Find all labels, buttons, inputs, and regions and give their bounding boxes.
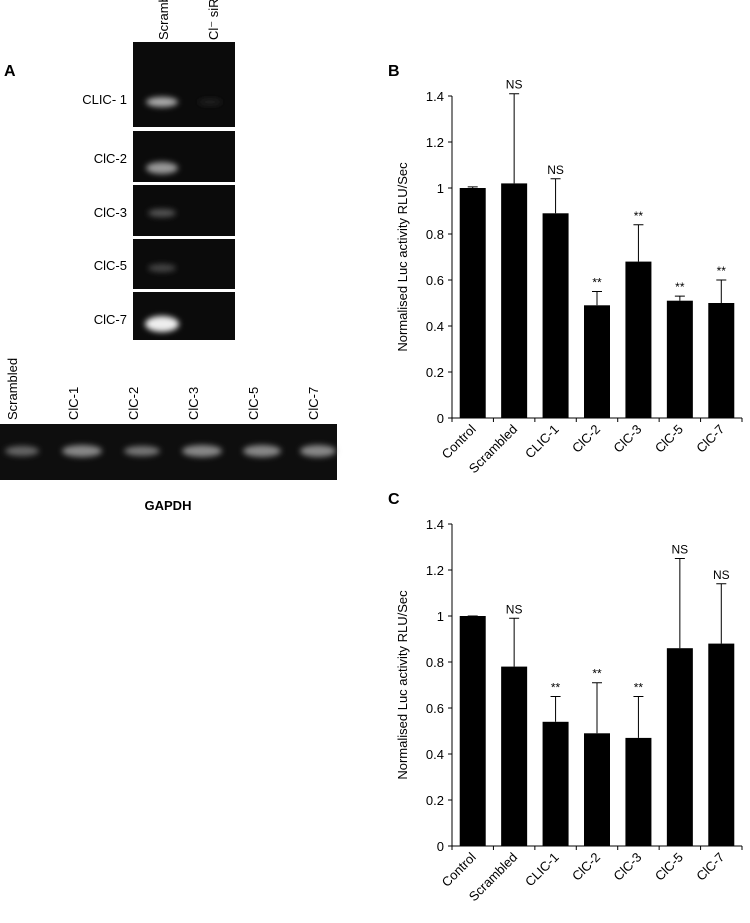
y-tick-label: 0.2 bbox=[426, 365, 444, 380]
x-tick-label: ClC-3 bbox=[610, 850, 644, 884]
error-bar bbox=[592, 682, 602, 734]
y-tick-label: 1.2 bbox=[426, 135, 444, 150]
bar bbox=[584, 305, 610, 418]
bar bbox=[708, 303, 735, 418]
error-bar bbox=[633, 696, 644, 738]
significance-label: ** bbox=[634, 681, 644, 695]
row-label: ClC-7 bbox=[94, 312, 127, 327]
significance-label: ** bbox=[675, 280, 685, 294]
error-bar bbox=[550, 178, 561, 214]
bar bbox=[625, 737, 652, 846]
y-tick-label: 1 bbox=[437, 181, 444, 196]
bar bbox=[708, 643, 735, 846]
y-tick-label: 0.6 bbox=[426, 273, 444, 288]
row-label: ClC-5 bbox=[94, 258, 127, 273]
bar bbox=[501, 183, 528, 418]
significance-label: ** bbox=[592, 276, 602, 290]
y-tick-label: 1.4 bbox=[426, 89, 444, 104]
x-tick-label: ClC-5 bbox=[652, 422, 686, 456]
gapdh-blot bbox=[0, 424, 337, 480]
x-tick-label: ClC-2 bbox=[569, 422, 603, 456]
bar bbox=[501, 666, 528, 846]
error-bar bbox=[467, 186, 478, 188]
y-tick-label: 0.4 bbox=[426, 747, 444, 762]
y-tick-label: 0.4 bbox=[426, 319, 444, 334]
y-axis-label: Normalised Luc activity RLU/Sec bbox=[395, 590, 410, 780]
y-tick-label: 0.8 bbox=[426, 227, 444, 242]
bar bbox=[459, 188, 486, 418]
gel-caption: GAPDH bbox=[145, 498, 192, 513]
significance-label: NS bbox=[506, 602, 523, 616]
error-bar bbox=[674, 295, 685, 301]
error-bar bbox=[509, 93, 520, 184]
error-bar bbox=[633, 224, 644, 262]
panel-a: A Scrambled Cl⁻ siRNA CLIC- 1 ClC-2 ClC-… bbox=[0, 0, 337, 513]
x-tick-label: ClC-3 bbox=[610, 422, 644, 456]
y-axis-label: Normalised Luc activity RLU/Sec bbox=[395, 162, 410, 352]
significance-label: NS bbox=[547, 163, 564, 177]
x-tick-label: ClC-5 bbox=[652, 850, 686, 884]
x-tick-label: Control bbox=[439, 849, 479, 889]
y-tick-label: 0.6 bbox=[426, 701, 444, 716]
gel-blot bbox=[133, 42, 235, 340]
panel-label: C bbox=[388, 491, 400, 508]
x-tick-label: Control bbox=[439, 421, 479, 461]
y-tick-label: 1 bbox=[437, 609, 444, 624]
x-tick-label: ClC-7 bbox=[693, 850, 727, 884]
y-tick-label: 0 bbox=[437, 411, 444, 426]
panel-label: B bbox=[388, 63, 400, 80]
bar bbox=[666, 300, 693, 418]
bar bbox=[459, 616, 486, 846]
x-tick-label: CLIC-1 bbox=[522, 850, 562, 890]
significance-label: ** bbox=[592, 667, 602, 681]
x-tick-label: CLIC-1 bbox=[522, 422, 562, 462]
lane-label: ClC-3 bbox=[186, 387, 201, 420]
row-label: ClC-2 bbox=[94, 151, 127, 166]
row-label: CLIC- 1 bbox=[82, 92, 127, 107]
bar bbox=[584, 733, 610, 846]
column-label: Cl⁻ siRNA bbox=[206, 0, 221, 40]
y-tick-label: 0.2 bbox=[426, 793, 444, 808]
lane-label: ClC-2 bbox=[126, 387, 141, 420]
error-bar bbox=[592, 291, 602, 306]
significance-label: ** bbox=[634, 209, 644, 223]
error-bar bbox=[674, 558, 685, 649]
error-bar bbox=[550, 696, 561, 722]
y-tick-label: 1.4 bbox=[426, 517, 444, 532]
error-bar bbox=[716, 583, 727, 644]
x-tick-label: ClC-2 bbox=[569, 850, 603, 884]
error-bar bbox=[509, 617, 520, 667]
bar bbox=[625, 261, 652, 418]
significance-label: NS bbox=[713, 568, 730, 582]
bar bbox=[542, 721, 569, 846]
y-tick-label: 0 bbox=[437, 839, 444, 854]
lane-label: ClC-1 bbox=[66, 387, 81, 420]
significance-label: ** bbox=[717, 264, 727, 278]
lane-label: ClC-7 bbox=[306, 387, 321, 420]
lane-label: Scrambled bbox=[5, 358, 20, 420]
row-label: ClC-3 bbox=[94, 205, 127, 220]
significance-label: NS bbox=[506, 78, 523, 92]
error-bar bbox=[716, 279, 727, 303]
lane-label: ClC-5 bbox=[246, 387, 261, 420]
y-tick-label: 0.8 bbox=[426, 655, 444, 670]
panel-label: A bbox=[4, 63, 16, 80]
significance-label: NS bbox=[672, 543, 689, 557]
bar bbox=[542, 213, 569, 418]
x-tick-label: ClC-7 bbox=[693, 422, 727, 456]
column-label: Scrambled bbox=[156, 0, 171, 40]
significance-label: ** bbox=[551, 681, 561, 695]
bar bbox=[666, 648, 693, 846]
y-tick-label: 1.2 bbox=[426, 563, 444, 578]
